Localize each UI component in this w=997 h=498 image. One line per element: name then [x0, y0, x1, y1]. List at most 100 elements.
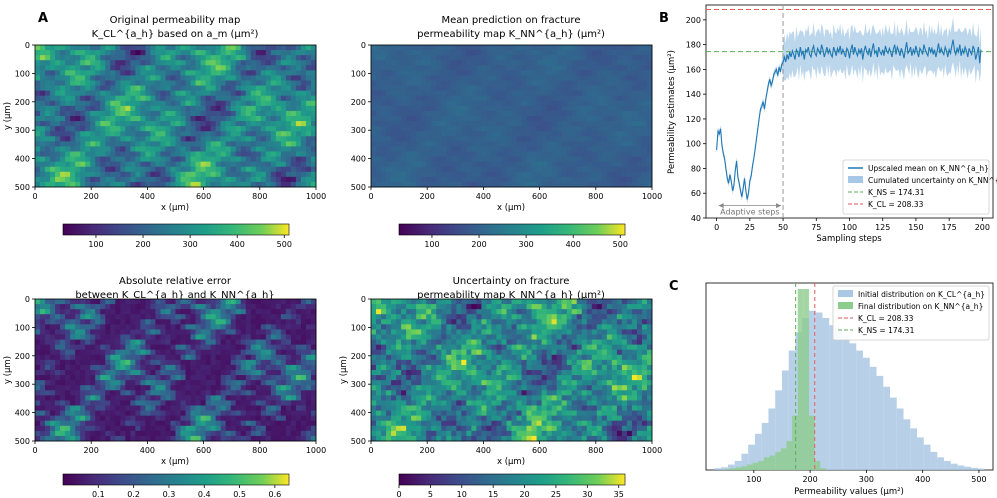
- heatmap-cell: [125, 85, 131, 92]
- heatmap-cell: [245, 339, 252, 346]
- heatmap-cell: [70, 50, 76, 56]
- heatmap-cell: [446, 60, 452, 66]
- heatmap-cell: [300, 375, 307, 381]
- heatmap-uncertainty: [371, 299, 653, 442]
- heatmap-cell: [411, 90, 417, 97]
- heatmap-cell: [371, 75, 377, 81]
- heatmap-cell: [55, 425, 61, 432]
- heatmap-cell: [536, 110, 543, 117]
- heatmap-cell: [235, 156, 242, 163]
- map-title-line1: Original permeability map: [110, 15, 241, 26]
- heatmap-cell: [406, 161, 412, 168]
- heatmap-cell: [35, 181, 41, 188]
- heatmap-cell: [105, 385, 111, 391]
- heatmap-cell: [200, 161, 207, 168]
- heatmap-cell: [541, 171, 548, 178]
- heatmap-cell: [556, 60, 563, 66]
- heatmap-cell: [431, 55, 437, 61]
- heatmap-cell: [75, 136, 81, 142]
- heatmap-cell: [220, 146, 227, 152]
- heatmap-cell: [531, 70, 537, 76]
- heatmap-cell: [155, 100, 161, 107]
- heatmap-cell: [310, 176, 317, 183]
- heatmap-cell: [566, 105, 573, 112]
- heatmap-cell: [170, 309, 176, 315]
- heatmap-cell: [255, 390, 262, 396]
- heatmap-cell: [421, 75, 427, 81]
- heatmap-cell: [125, 60, 131, 66]
- heatmap-cell: [526, 171, 532, 178]
- heatmap-cell: [496, 141, 502, 147]
- heatmap-cell: [516, 65, 522, 71]
- heatmap-cell: [170, 146, 176, 152]
- heatmap-cell: [180, 380, 186, 386]
- heatmap-cell: [406, 70, 412, 76]
- heatmap-cell: [95, 364, 101, 371]
- heatmap-cell: [150, 344, 156, 351]
- heatmap-cell: [371, 304, 377, 310]
- heatmap-cell: [190, 116, 196, 122]
- heatmap-cell: [421, 70, 427, 76]
- heatmap-cell: [436, 146, 442, 152]
- heatmap-cell: [35, 435, 41, 442]
- heatmap-cell: [586, 80, 593, 86]
- heatmap-cell: [50, 380, 56, 386]
- heatmap-cell: [145, 314, 151, 320]
- heatmap-cell: [456, 121, 462, 127]
- heatmap-cell: [290, 70, 297, 76]
- heatmap-cell: [205, 146, 212, 152]
- heatmap-cell: [275, 100, 282, 107]
- heatmap-cell: [160, 344, 166, 351]
- heatmap-cell: [65, 435, 71, 442]
- heatmap-cell: [60, 131, 66, 137]
- heatmap-cell: [190, 65, 196, 71]
- heatmap-cell: [80, 151, 86, 157]
- heatmap-cell: [386, 45, 392, 51]
- heatmap-cell: [230, 136, 237, 142]
- heatmap-cell: [280, 380, 287, 386]
- heatmap-cell: [305, 80, 312, 86]
- heatmap-cell: [130, 370, 136, 376]
- heatmap-cell: [260, 100, 267, 107]
- heatmap-cell: [466, 136, 472, 142]
- heatmap-cell: [65, 126, 71, 132]
- heatmap-cell: [35, 304, 41, 310]
- heatmap-cell: [45, 309, 51, 315]
- heatmap-cell: [536, 121, 543, 127]
- heatmap-cell: [631, 95, 638, 102]
- heatmap-cell: [270, 110, 277, 117]
- heatmap-cell: [631, 110, 638, 117]
- heatmap-cell: [175, 339, 181, 346]
- heatmap-cell: [165, 359, 171, 366]
- heatmap-cell: [110, 65, 116, 71]
- heatmap-cell: [521, 65, 527, 71]
- heatmap-cell: [481, 156, 487, 163]
- heatmap-cell: [75, 410, 81, 417]
- heatmap-cell: [215, 395, 222, 401]
- heatmap-cell: [310, 141, 317, 147]
- heatmap-cell: [245, 166, 252, 173]
- heatmap-cell: [250, 334, 257, 340]
- heatmap-cell: [80, 359, 86, 366]
- heatmap-cell: [631, 146, 638, 152]
- heatmap-cell: [616, 146, 623, 152]
- heatmap-cell: [275, 151, 282, 157]
- heatmap-cell: [516, 50, 522, 56]
- heatmap-cell: [195, 334, 201, 340]
- heatmap-cell: [200, 435, 207, 442]
- heatmap-cell: [75, 161, 81, 168]
- heatmap-cell: [200, 146, 207, 152]
- heatmap-cell: [185, 161, 191, 168]
- heatmap-cell: [210, 344, 217, 351]
- heatmap-cell: [215, 90, 222, 97]
- heatmap-cell: [45, 60, 51, 66]
- heatmap-cell: [591, 90, 598, 97]
- heatmap-cell: [55, 156, 61, 163]
- heatmap-cell: [446, 299, 452, 305]
- heatmap-cell: [65, 375, 71, 381]
- heatmap-cell: [95, 151, 101, 157]
- heatmap-cell: [50, 354, 56, 361]
- heatmap-cell: [180, 299, 186, 305]
- heatmap-cell: [65, 176, 71, 183]
- heatmap-cell: [511, 110, 517, 117]
